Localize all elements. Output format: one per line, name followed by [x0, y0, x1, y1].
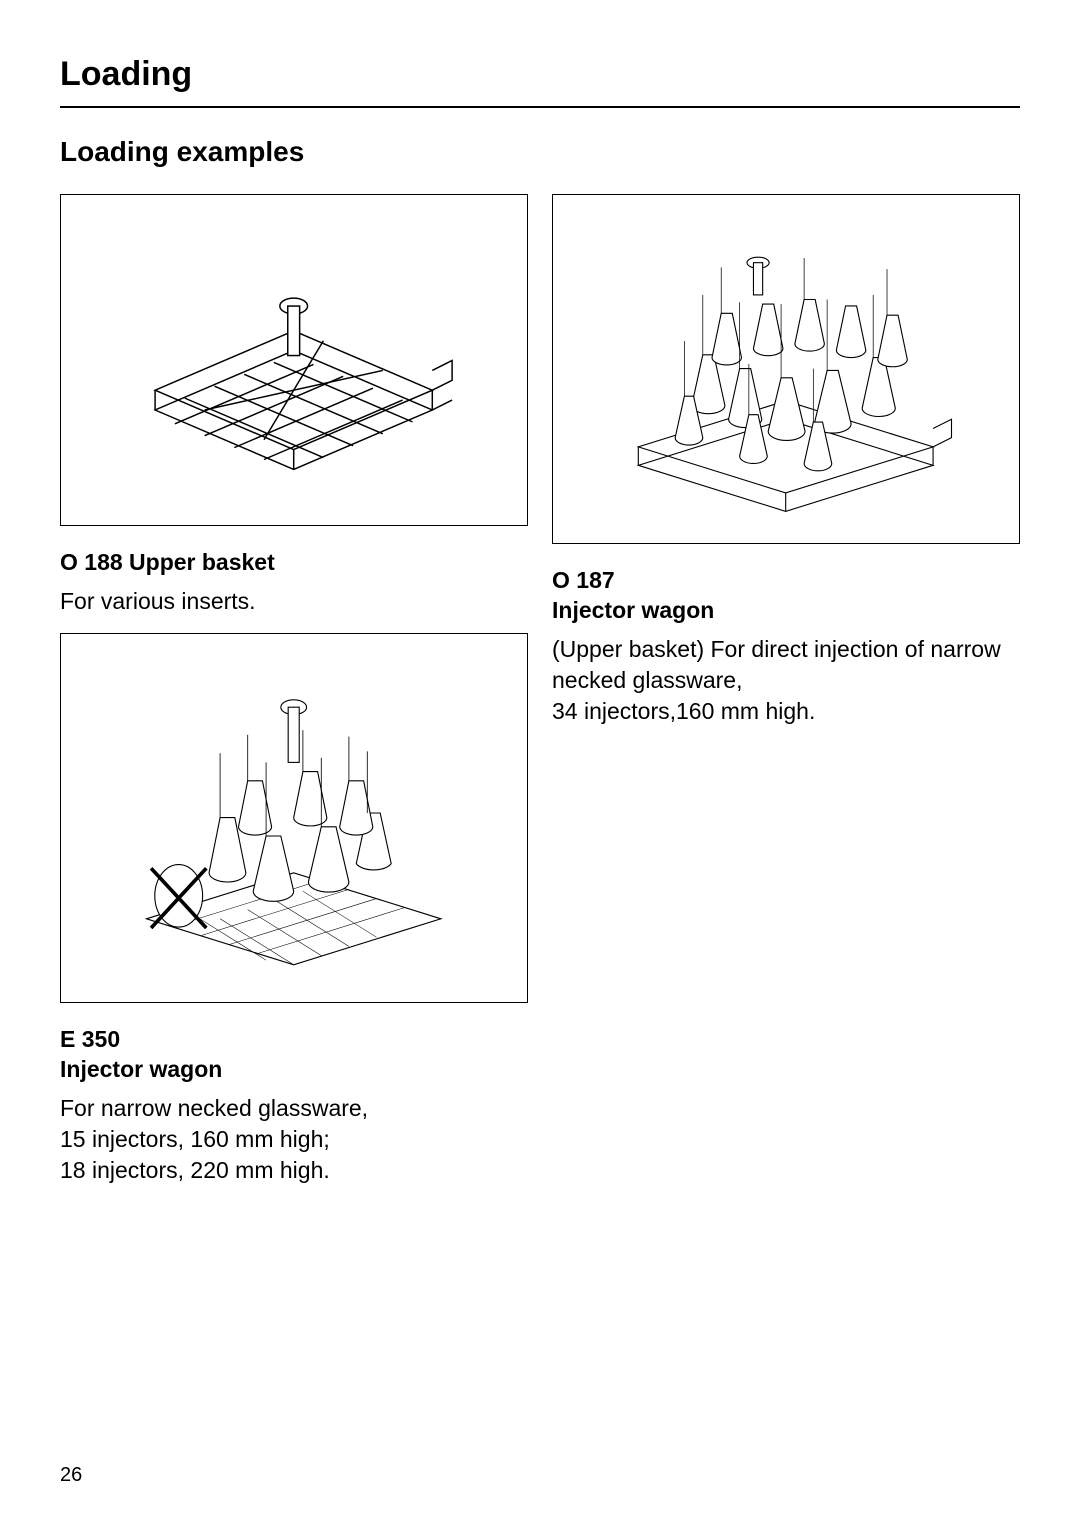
page-number: 26: [60, 1464, 82, 1487]
injector-wagon-e350-illustration: [84, 652, 503, 983]
o188-title: O 188 Upper basket: [60, 548, 528, 578]
e350-title-line1: E 350: [60, 1026, 120, 1052]
content-grid: O 188 Upper basket For various inserts.: [60, 194, 1020, 1186]
upper-basket-illustration: [84, 212, 503, 509]
figure-o188: [60, 194, 528, 526]
figure-e350: [60, 633, 528, 1003]
e350-title: E 350 Injector wagon: [60, 1025, 528, 1085]
page-title: Loading: [60, 55, 1020, 94]
e350-title-line2: Injector wagon: [60, 1056, 222, 1082]
figure-o187: [552, 194, 1020, 544]
title-divider: [60, 106, 1020, 108]
o187-title-line2: Injector wagon: [552, 597, 714, 623]
section-subtitle: Loading examples: [60, 136, 1020, 168]
injector-wagon-o187-illustration: [576, 212, 995, 525]
column-left: O 188 Upper basket For various inserts.: [60, 194, 528, 1186]
column-right: O 187 Injector wagon (Upper basket) For …: [552, 194, 1020, 1186]
o187-title-line1: O 187: [552, 567, 615, 593]
e350-desc: For narrow necked glassware,15 injectors…: [60, 1093, 528, 1186]
o187-desc: (Upper basket) For direct injection of n…: [552, 634, 1020, 727]
o187-title: O 187 Injector wagon: [552, 566, 1020, 626]
o188-desc: For various inserts.: [60, 586, 528, 617]
